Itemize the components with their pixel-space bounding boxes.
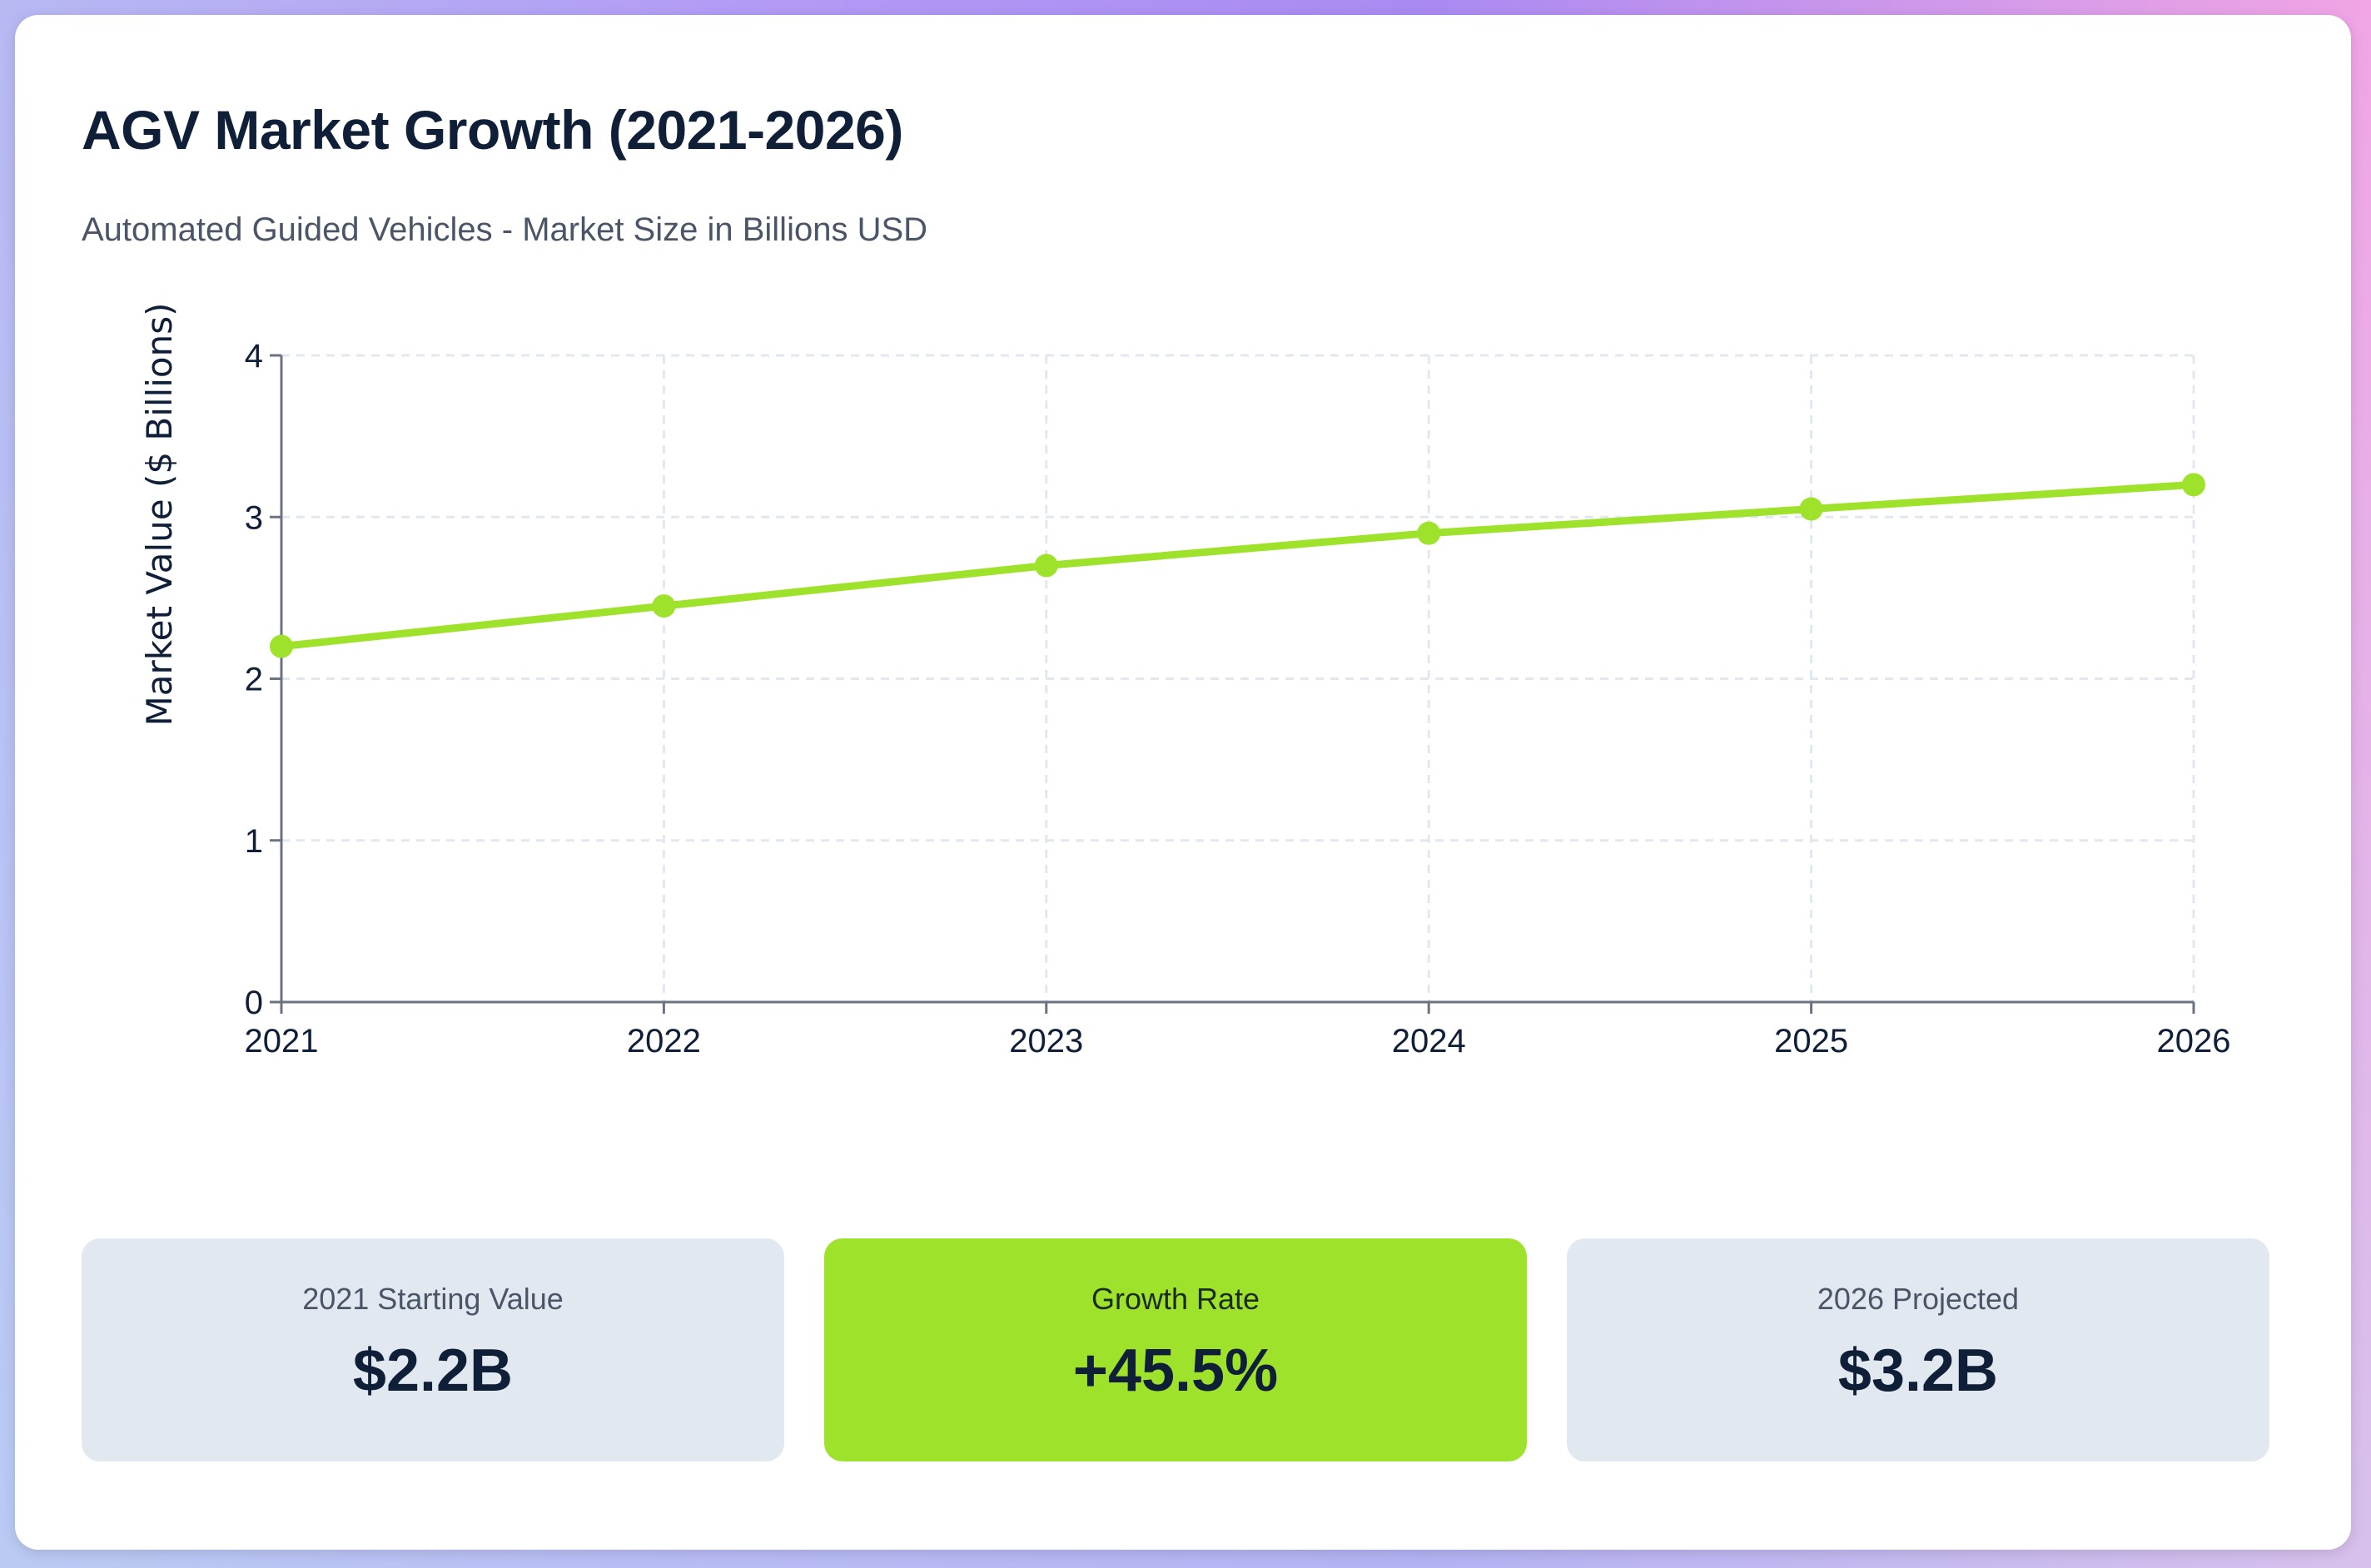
x-tick-label: 2026 [2157, 1023, 2231, 1059]
data-point [270, 634, 293, 658]
y-tick-label: 3 [245, 499, 263, 536]
stat-value: $3.2B [1837, 1337, 1999, 1404]
y-tick-label: 0 [245, 985, 263, 1021]
page-title: AGV Market Growth (2021-2026) [82, 99, 903, 161]
data-point [1799, 497, 1823, 521]
data-point [1417, 521, 1441, 545]
series-line [281, 480, 2195, 651]
data-point [652, 594, 676, 618]
x-tick-label: 2021 [245, 1023, 319, 1059]
data-point [2182, 473, 2205, 497]
stat-card-growth-rate: Growth Rate +45.5% [824, 1238, 1527, 1461]
y-tick-label: 4 [245, 338, 263, 375]
x-tick-label: 2023 [1009, 1023, 1083, 1059]
y-axis-label: Market Value ($ Billions) [139, 303, 180, 727]
stat-value: +45.5% [1072, 1337, 1279, 1404]
x-tick-label: 2024 [1392, 1023, 1466, 1059]
page-subtitle: Automated Guided Vehicles - Market Size … [82, 211, 928, 248]
line-chart: 0 1 2 3 4 2021 2022 2023 2024 2025 2026 Market Val… [139, 303, 2231, 1059]
y-tick-label: 1 [245, 823, 263, 860]
chart-card: AGV Market Growth (2021-2026) Automated … [15, 15, 2351, 1550]
x-tick-label: 2025 [1774, 1023, 1848, 1059]
x-tick-label: 2022 [627, 1023, 701, 1059]
grid [281, 354, 2195, 1002]
stat-label: 2021 Starting Value [302, 1282, 564, 1316]
stat-card-projected: 2026 Projected $3.2B [1567, 1238, 2269, 1461]
data-point [1034, 553, 1058, 578]
stat-label: Growth Rate [1091, 1282, 1260, 1316]
series [270, 473, 2205, 658]
stat-label: 2026 Projected [1817, 1282, 2020, 1316]
axes: 0 1 2 3 4 2021 2022 2023 2024 2025 2026 [245, 338, 2231, 1059]
y-tick-label: 2 [245, 662, 263, 698]
stat-card-starting-value: 2021 Starting Value $2.2B [82, 1238, 784, 1461]
stat-value: $2.2B [352, 1337, 514, 1404]
